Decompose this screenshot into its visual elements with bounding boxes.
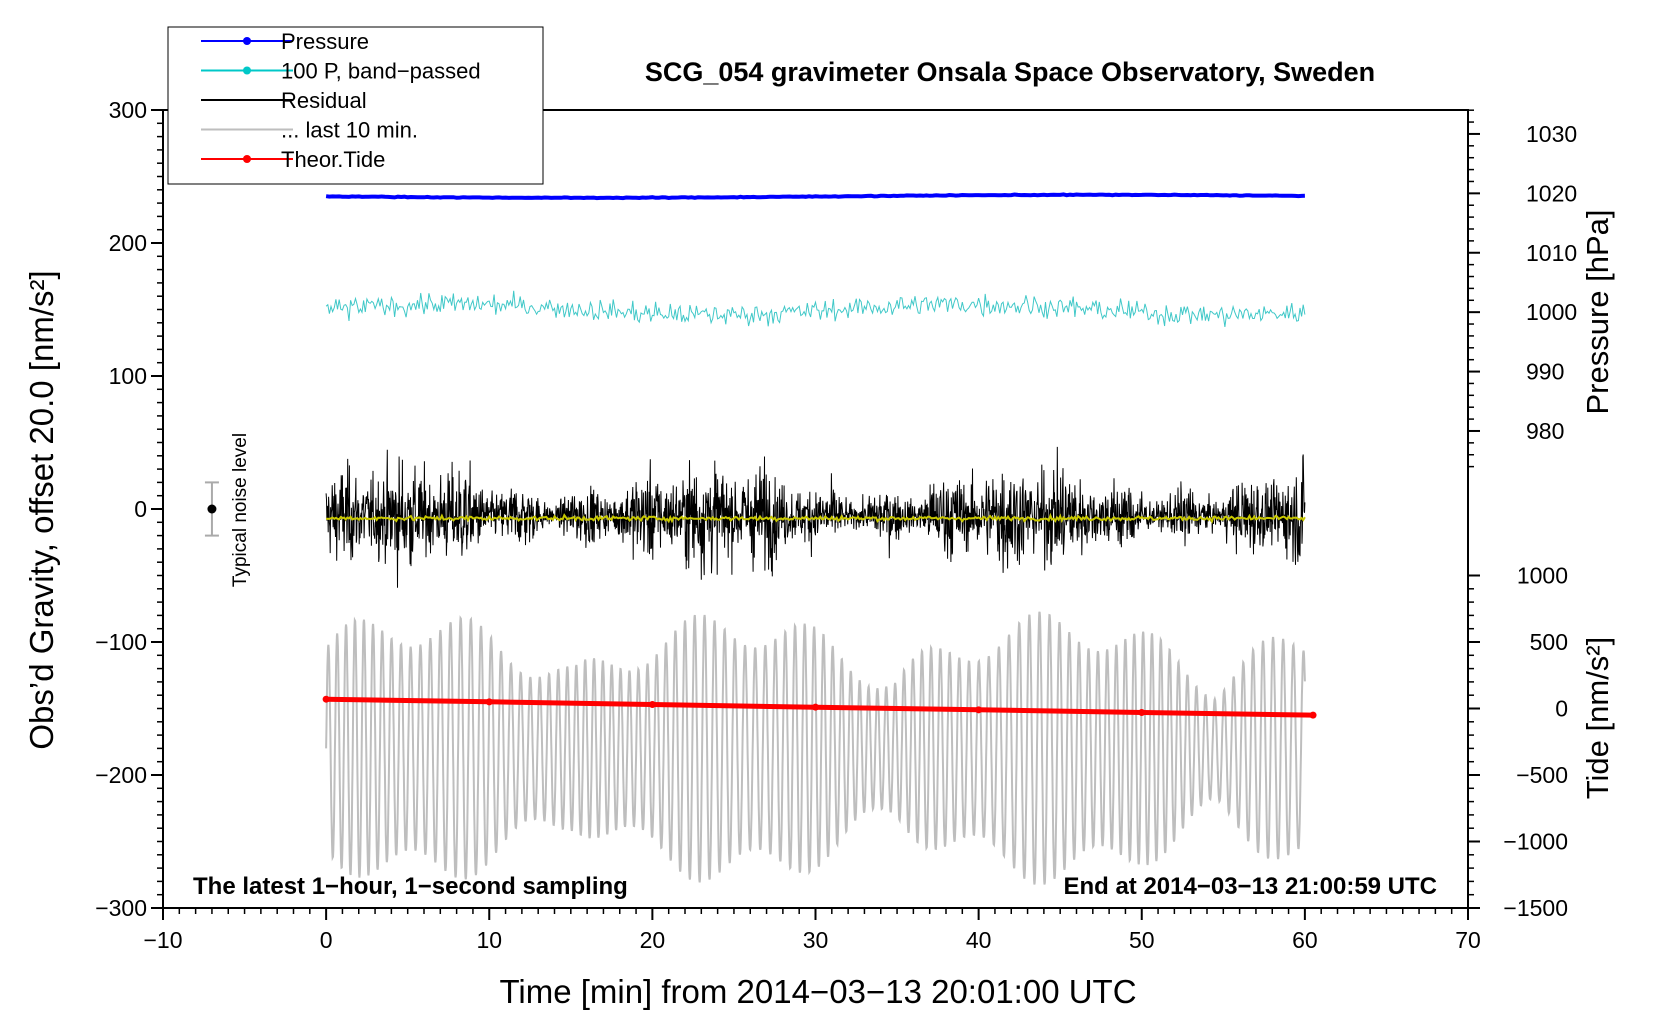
y-axis-label-left: Obs’d Gravity, offset 20.0 [nm/s²] — [23, 270, 60, 749]
x-tick-label: 60 — [1292, 927, 1318, 953]
y-tick-label: 100 — [109, 363, 147, 389]
annotation-end-time: End at 2014−03−13 21:00:59 UTC — [1063, 873, 1437, 900]
x-tick-label: 40 — [966, 927, 992, 953]
theor-tide-point — [975, 706, 983, 714]
legend-label: Theor.Tide — [281, 147, 385, 172]
x-tick-label: 0 — [320, 927, 333, 953]
axes-layer: −10 0 10 20 30 40 50 60 70−300−200−1000100200300… — [95, 97, 1577, 953]
legend-label: Residual — [281, 88, 367, 113]
tide-tick-label: 0 — [1555, 696, 1568, 722]
series-layer — [204, 192, 1317, 885]
x-tick-label: 20 — [640, 927, 666, 953]
y-tick-label: −100 — [95, 629, 147, 655]
x-axis-label: Time [min] from 2014−03−13 20:01:00 UTC — [499, 973, 1136, 1010]
y-axis-label-tide: Tide [nm/s²] — [1580, 637, 1615, 800]
legend-marker — [243, 155, 251, 163]
y-tick-label: 300 — [109, 97, 147, 123]
legend-label: Pressure — [281, 29, 369, 54]
y-axis-label-pressure: Pressure [hPa] — [1580, 209, 1615, 414]
theor-tide-point — [1138, 708, 1146, 716]
x-tick-label: 10 — [476, 927, 502, 953]
series-pressure-line — [325, 192, 1305, 201]
theor-tide-point — [485, 698, 493, 706]
y-tick-label: 0 — [134, 496, 147, 522]
pressure-tick-label: 980 — [1526, 418, 1564, 444]
x-tick-label: 50 — [1129, 927, 1155, 953]
theor-tide-point — [1309, 711, 1317, 719]
legend-marker — [243, 66, 251, 75]
noise-level-label: Typical noise level — [230, 433, 251, 587]
series-pressure-bandpassed-line — [325, 290, 1306, 327]
legend-label: ... last 10 min. — [281, 118, 418, 143]
legend-label: 100 P, band−passed — [281, 59, 481, 84]
y-tick-label: −200 — [95, 762, 147, 788]
series-residual-smoothed-line — [325, 512, 1306, 524]
x-tick-label: −10 — [143, 927, 182, 953]
tide-tick-label: −1000 — [1503, 829, 1568, 855]
chart-title: SCG_054 gravimeter Onsala Space Observat… — [645, 57, 1375, 87]
y-tick-label: 200 — [109, 230, 147, 256]
x-tick-label: 30 — [803, 927, 829, 953]
series-theor-tide-line — [323, 696, 1316, 718]
tide-tick-label: 500 — [1530, 629, 1568, 655]
legend: Pressure 100 P, band−passed Residual ... la… — [167, 26, 544, 185]
tide-tick-label: −500 — [1516, 762, 1568, 788]
tide-tick-label: −1500 — [1503, 895, 1568, 921]
tide-tick-label: 1000 — [1517, 563, 1568, 589]
pressure-tick-label: 990 — [1526, 359, 1564, 385]
noise-bar-point — [207, 504, 217, 514]
legend-box — [167, 26, 544, 185]
legend-marker — [243, 37, 251, 45]
pressure-tick-label: 1020 — [1526, 180, 1577, 206]
theor-tide-point — [322, 695, 330, 703]
theor-tide-point — [812, 703, 819, 711]
theor-tide-point — [648, 701, 656, 709]
series-last-10-min-line — [325, 611, 1306, 885]
y-tick-label: −300 — [95, 895, 147, 921]
pressure-tick-label: 1030 — [1526, 121, 1577, 147]
pressure-tick-label: 1000 — [1526, 299, 1577, 325]
annotation-sampling: The latest 1−hour, 1−second sampling — [193, 873, 628, 900]
series-residual-line — [325, 446, 1306, 588]
pressure-tick-label: 1010 — [1526, 240, 1577, 266]
x-tick-label: 70 — [1455, 927, 1481, 953]
